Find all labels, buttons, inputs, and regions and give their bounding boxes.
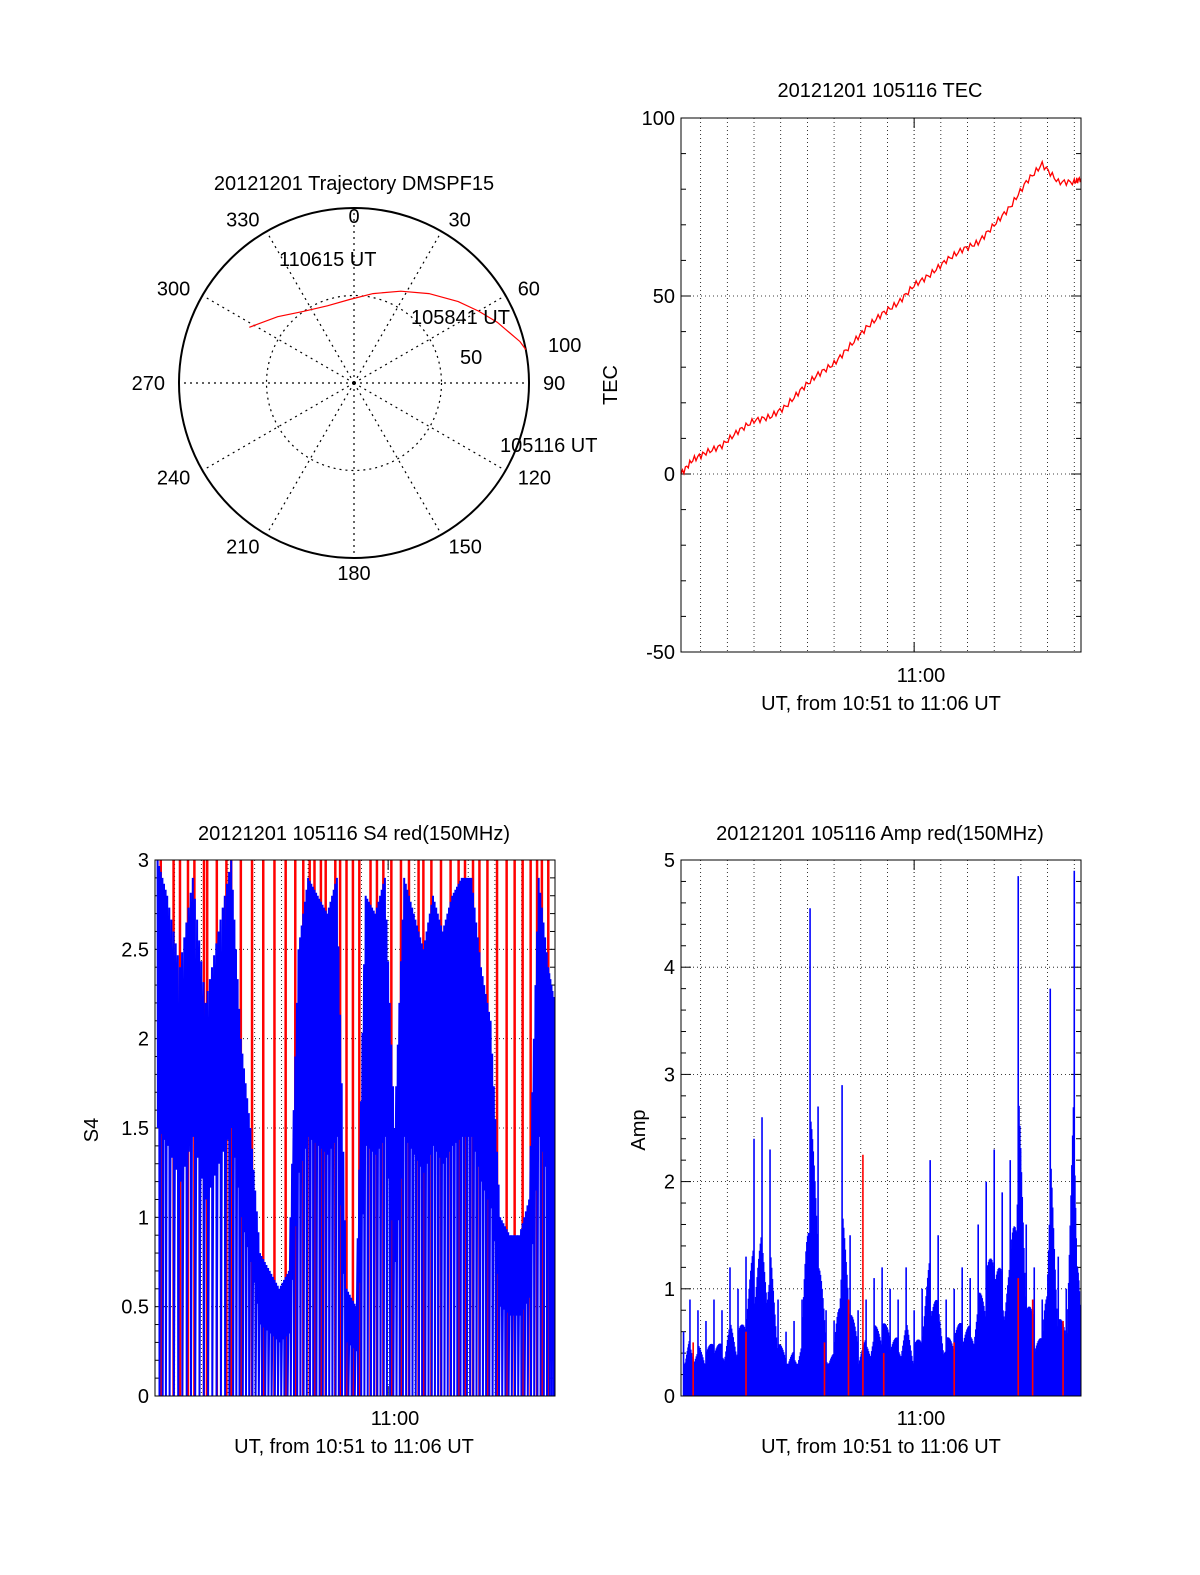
amp-xtick-label: 11:00 (897, 1408, 946, 1430)
amp-panel: 20121201 105116 Amp red(150MHz) 0 1 2 3 4 5 1… (628, 823, 1082, 1458)
amp-ytick-label: 1 (664, 1279, 675, 1301)
ring-label-100: 100 (548, 335, 581, 357)
s4-xlabel: UT, from 10:51 to 11:06 UT (234, 1436, 474, 1458)
polar-spoke (202, 382, 355, 472)
s4-ytick-label: 2.5 (121, 939, 149, 961)
azimuth-label: 300 (157, 279, 190, 301)
polar-spoke (353, 294, 506, 384)
amp-ytick-label: 4 (664, 957, 675, 979)
amp-ytick-label: 2 (664, 1172, 675, 1194)
polar-spoke (353, 382, 443, 535)
tec-title: 20121201 105116 TEC (778, 80, 983, 102)
amp-title: 20121201 105116 Amp red(150MHz) (716, 823, 1044, 845)
s4-panel: 20121201 105116 S4 red(150MHz) 0 0.5 1 1.5 2… (81, 823, 556, 1458)
trajectory-line (249, 290, 527, 350)
s4-ytick-label: 1.5 (121, 1118, 149, 1140)
tec-plot-frame (680, 117, 1082, 653)
polar-spoke (353, 382, 506, 472)
azimuth-label: 210 (226, 537, 259, 559)
tec-ytick-label: 50 (653, 286, 675, 308)
annotation-105116: 105116 UT (500, 435, 597, 457)
azimuth-label: 240 (157, 468, 190, 490)
azimuth-label: 60 (518, 279, 540, 301)
trajectory-title: 20121201 Trajectory DMSPF15 (214, 173, 494, 195)
polar-grid (179, 208, 529, 558)
amp-red-series (692, 1154, 1064, 1396)
azimuth-label: 180 (337, 563, 370, 585)
tec-xtick-label: 11:00 (897, 665, 946, 687)
trajectory-panel: 20121201 Trajectory DMSPF15 0 30 60 90 120 15… (132, 173, 598, 585)
azimuth-label: 150 (449, 537, 482, 559)
amp-ytick-label: 5 (664, 850, 675, 872)
polar-spoke (265, 231, 355, 384)
polar-spoke (265, 382, 355, 535)
s4-xtick-label: 11:00 (371, 1408, 420, 1430)
amp-plot-frame (680, 859, 1082, 1397)
amp-xlabel: UT, from 10:51 to 11:06 UT (761, 1436, 1001, 1458)
s4-ytick-label: 1 (138, 1207, 149, 1229)
tec-ytick-label: 0 (664, 464, 675, 486)
s4-ytick-label: 3 (138, 850, 149, 872)
polar-spoke (353, 231, 443, 384)
s4-ytick-label: 0 (138, 1386, 149, 1408)
amp-ytick-label: 3 (664, 1064, 675, 1086)
azimuth-label: 30 (449, 209, 471, 231)
annotation-105841: 105841 UT (411, 307, 510, 329)
s4-y-tick-labels: 0 0.5 1 1.5 2 2.5 3 (121, 850, 149, 1408)
amp-ylabel: Amp (628, 1109, 650, 1150)
polar-azimuth-labels: 0 30 60 90 120 150 180 210 240 270 300 330 (132, 206, 566, 585)
polar-outer-ring (178, 207, 530, 559)
s4-ytick-label: 0.5 (121, 1297, 149, 1319)
tec-line (680, 159, 1082, 476)
tec-panel: 20121201 105116 TEC -50 0 50 100 11:00 UT, … (600, 80, 1082, 715)
amp-y-tick-labels: 0 1 2 3 4 5 (664, 850, 675, 1408)
annotation-110615: 110615 UT (279, 249, 376, 271)
tec-ytick-label: -50 (646, 642, 675, 664)
polar-inner-ring (265, 294, 443, 472)
ring-label-50: 50 (460, 347, 482, 369)
azimuth-label: 0 (348, 206, 359, 228)
tec-grid (681, 117, 1081, 653)
s4-ytick-label: 2 (138, 1029, 149, 1051)
tec-ylabel: TEC (600, 365, 622, 405)
tec-ytick-label: 100 (642, 108, 675, 130)
tec-y-tick-labels: -50 0 50 100 (642, 108, 675, 664)
azimuth-label: 270 (132, 373, 165, 395)
s4-blue-series (156, 859, 555, 1397)
s4-ylabel: S4 (81, 1118, 103, 1142)
azimuth-label: 90 (543, 373, 565, 395)
amp-ytick-label: 0 (664, 1386, 675, 1408)
s4-title: 20121201 105116 S4 red(150MHz) (198, 823, 510, 845)
azimuth-label: 330 (226, 209, 259, 231)
azimuth-label: 120 (518, 468, 551, 490)
tec-xlabel: UT, from 10:51 to 11:06 UT (761, 693, 1001, 715)
polar-spoke (202, 294, 355, 384)
s4-plot-frame (154, 859, 556, 1397)
